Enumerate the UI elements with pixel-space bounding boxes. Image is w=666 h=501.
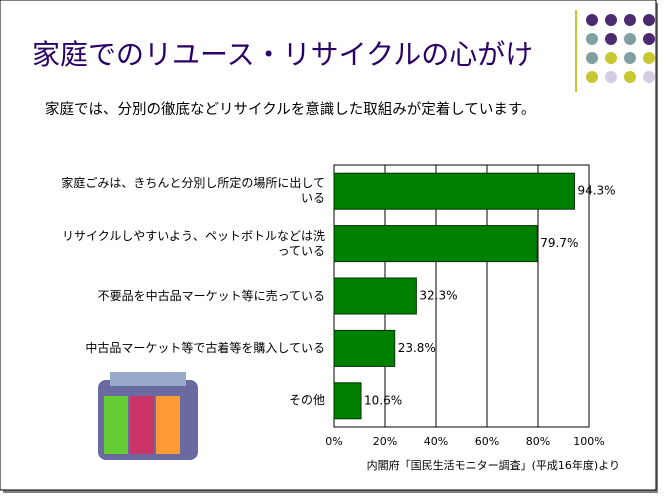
dots xyxy=(586,14,655,83)
subtitle: 家庭では、分別の徹底などリサイクルを意識した取組みが定着しています。 xyxy=(45,100,535,118)
category-label: 不要品を中古品マーケット等に売っている xyxy=(97,288,325,303)
x-tick-label: 80% xyxy=(526,435,550,448)
bar xyxy=(333,277,417,315)
x-tick-label: 60% xyxy=(475,435,499,448)
category-label: その他 xyxy=(288,393,325,408)
bar xyxy=(333,329,396,367)
value-label: 94.3% xyxy=(577,184,615,198)
bar xyxy=(333,172,575,210)
x-tick-label: 0% xyxy=(325,435,342,448)
value-label: 79.7% xyxy=(540,236,578,250)
title: 家庭でのリユース・リサイクルの心がけ xyxy=(32,38,533,71)
bar xyxy=(333,382,362,420)
clipart xyxy=(98,372,198,460)
category-label: 家庭ごみは、きちんと分別し所定の場所に出している xyxy=(61,176,325,206)
value-label: 10.6% xyxy=(364,393,402,407)
source: 内閣府「国民生活モニター調査」(平成16年度)より xyxy=(367,458,620,472)
category-label: リサイクルしやすいよう、ペットボトルなどは洗っている xyxy=(61,228,325,258)
value-label: 23.8% xyxy=(398,341,436,355)
bar xyxy=(333,225,538,263)
category-label: 中古品マーケット等で古着等を購入している xyxy=(85,340,325,355)
x-tick-label: 40% xyxy=(424,435,448,448)
value-label: 32.3% xyxy=(419,289,457,303)
x-tick-label: 20% xyxy=(373,435,397,448)
x-tick-label: 100% xyxy=(573,435,604,448)
